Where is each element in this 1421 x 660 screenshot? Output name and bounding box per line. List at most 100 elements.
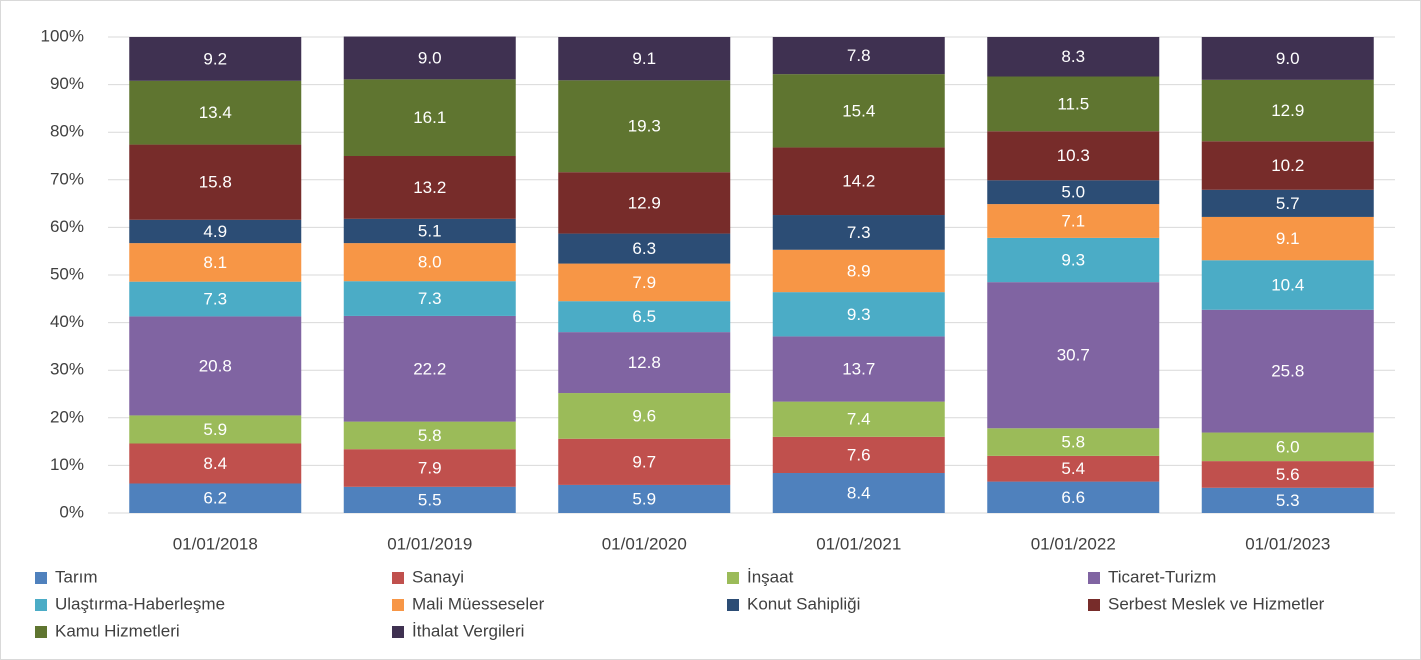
legend-swatch	[35, 626, 47, 638]
legend-swatch	[392, 626, 404, 638]
data-label: 5.1	[418, 221, 442, 240]
x-tick-label: 01/01/2018	[173, 534, 258, 553]
bar-segment	[343, 79, 516, 156]
data-label: 7.9	[418, 459, 442, 478]
data-label: 7.3	[418, 289, 442, 308]
data-label: 11.5	[1057, 94, 1089, 113]
data-label: 7.9	[632, 273, 656, 292]
y-tick-label: 40%	[50, 312, 84, 331]
bar-segment	[129, 281, 302, 317]
bar-segment	[772, 74, 945, 148]
bar-segment	[987, 180, 1160, 205]
bar-segment	[343, 156, 516, 219]
bar-segment	[1201, 309, 1374, 433]
data-label: 25.8	[1271, 362, 1304, 381]
data-label: 10.3	[1057, 146, 1090, 165]
data-label: 4.9	[203, 222, 227, 241]
bar-segment	[558, 233, 731, 264]
bar-segment	[772, 436, 945, 474]
bar-segment	[558, 172, 731, 234]
bar-segment	[987, 204, 1160, 238]
x-tick-label: 01/01/2023	[1245, 534, 1330, 553]
data-label: 9.2	[203, 49, 227, 68]
data-label: 9.6	[632, 406, 656, 425]
y-tick-label: 20%	[50, 407, 84, 426]
legend-swatch	[392, 572, 404, 584]
data-label: 5.7	[1276, 194, 1300, 213]
x-tick-label: 01/01/2019	[387, 534, 472, 553]
bar-segment	[558, 80, 731, 173]
bar-segment	[343, 36, 516, 80]
legend-swatch	[35, 599, 47, 611]
data-label: 8.0	[418, 253, 442, 272]
legend-label: İthalat Vergileri	[412, 621, 524, 640]
bar-segment	[129, 443, 302, 484]
bar-segment	[343, 421, 516, 450]
bar-segment	[987, 282, 1160, 429]
bar-segment	[987, 428, 1160, 456]
data-label: 9.0	[418, 48, 442, 67]
data-label: 20.8	[199, 356, 232, 375]
data-label: 8.3	[1061, 47, 1085, 66]
legend-label: Kamu Hizmetleri	[55, 621, 180, 640]
bar-segment	[1201, 189, 1374, 217]
data-label: 6.6	[1061, 488, 1085, 507]
data-label: 10.4	[1271, 275, 1304, 294]
bar-segment	[772, 401, 945, 437]
bar-segment	[1201, 141, 1374, 190]
data-label: 8.4	[847, 483, 871, 502]
data-label: 22.2	[413, 359, 446, 378]
data-label: 7.6	[847, 445, 871, 464]
data-label: 5.6	[1276, 465, 1300, 484]
bar-segment	[129, 37, 302, 81]
legend-label: Mali Müesseseler	[412, 594, 545, 613]
data-label: 12.9	[1271, 101, 1304, 120]
data-label: 6.2	[203, 489, 227, 508]
bar-segment	[558, 263, 731, 302]
data-label: 7.3	[847, 223, 871, 242]
bar-segment	[1201, 461, 1374, 488]
y-tick-label: 30%	[50, 360, 84, 379]
data-label: 8.9	[847, 261, 871, 280]
y-tick-label: 10%	[50, 455, 84, 474]
data-label: 5.9	[203, 420, 227, 439]
legend-swatch	[35, 572, 47, 584]
bar-segment	[987, 237, 1160, 283]
data-label: 6.5	[632, 307, 656, 326]
bar-segment	[129, 80, 302, 145]
legend-label: Tarım	[55, 567, 98, 586]
bar-segment	[558, 37, 731, 81]
bar-segment	[1201, 216, 1374, 261]
legend-swatch	[1088, 572, 1100, 584]
data-label: 12.8	[628, 353, 661, 372]
bar-segment	[987, 481, 1160, 513]
legend-swatch	[727, 572, 739, 584]
data-label: 5.3	[1276, 491, 1300, 510]
data-label: 5.4	[1061, 459, 1085, 478]
data-label: 19.3	[628, 117, 661, 136]
bar-segment	[772, 147, 945, 216]
x-tick-label: 01/01/2020	[602, 534, 687, 553]
bar-segment	[1201, 432, 1374, 462]
bar-segment	[772, 37, 945, 75]
data-label: 6.0	[1276, 437, 1300, 456]
bar-segment	[343, 281, 516, 316]
legend-label: Ticaret-Turizm	[1108, 567, 1216, 586]
bar-segment	[129, 219, 302, 244]
data-label: 12.9	[628, 193, 661, 212]
legend-swatch	[392, 599, 404, 611]
legend-label: Sanayi	[412, 567, 464, 586]
bar-segment	[987, 76, 1160, 132]
data-label: 15.4	[842, 101, 875, 120]
data-label: 8.1	[203, 253, 227, 272]
data-label: 13.4	[199, 103, 232, 122]
data-label: 9.1	[632, 49, 656, 68]
bar-segment	[558, 332, 731, 394]
bar-segment	[129, 483, 302, 513]
data-label: 5.5	[418, 490, 442, 509]
data-label: 5.8	[418, 426, 442, 445]
legend-swatch	[727, 599, 739, 611]
bar-segment	[343, 315, 516, 422]
data-label: 7.8	[847, 46, 871, 65]
